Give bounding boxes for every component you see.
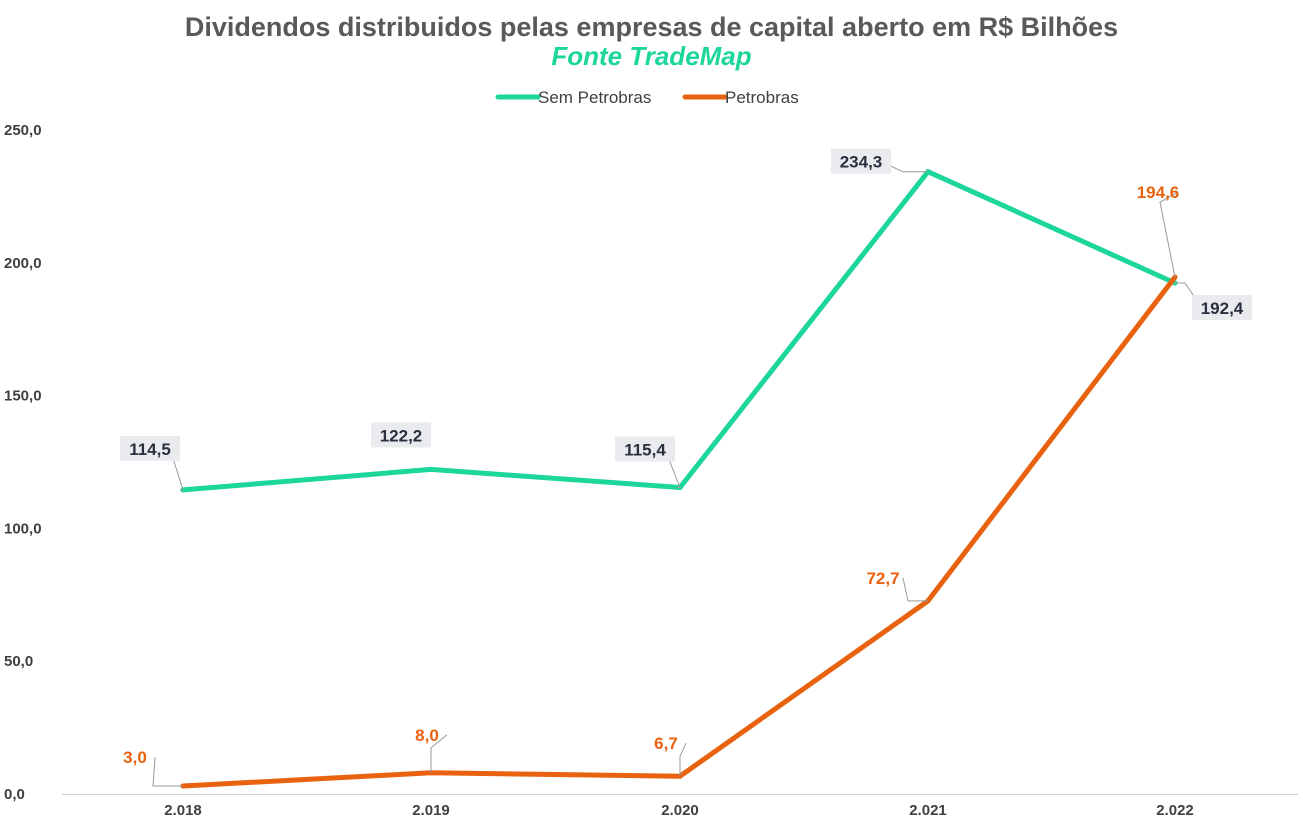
series-line [180, 274, 1178, 789]
y-tick-label: 50,0 [4, 653, 33, 670]
data-label-box [371, 422, 431, 448]
y-tick-label: 200,0 [4, 255, 42, 272]
data-label: 122,2 [380, 426, 423, 445]
x-tick-label: 2.022 [1156, 802, 1194, 819]
series-line [180, 169, 1178, 493]
series-lines [180, 169, 1178, 789]
data-label-box [831, 148, 891, 174]
chart-title: Dividendos distribuidos pelas empresas d… [184, 12, 1119, 42]
data-label-box [1192, 294, 1252, 320]
leader-line [169, 448, 184, 491]
data-label-box [120, 435, 180, 461]
data-label: 234,3 [840, 153, 883, 172]
legend-label: Sem Petrobras [538, 88, 651, 107]
data-label: 3,0 [123, 748, 147, 767]
data-label-box [615, 436, 675, 462]
x-tick-label: 2.019 [412, 802, 450, 819]
leader-line [1159, 191, 1179, 278]
leader-line [679, 742, 687, 777]
data-label: 192,4 [1201, 299, 1244, 318]
data-point [428, 466, 434, 472]
leader-line [664, 449, 681, 488]
y-tick-label: 250,0 [4, 122, 42, 139]
chart-axes: 0,0 50,0 100,0 150,0 200,0 250,0 2.018 2.019 2.0… [4, 122, 1298, 819]
leader-line [152, 756, 183, 787]
y-tick-label: 100,0 [4, 520, 42, 537]
data-label: 194,6 [1137, 183, 1180, 202]
leader-line [902, 577, 928, 602]
y-tick-label: 150,0 [4, 388, 42, 405]
legend-label: Petrobras [725, 88, 799, 107]
x-tick-label: 2.018 [164, 802, 202, 819]
data-label: 8,0 [415, 726, 439, 745]
x-tick-label: 2.020 [661, 802, 699, 819]
data-label: 6,7 [654, 734, 678, 753]
leader-line [430, 734, 448, 773]
data-labels: 114,5 122,2 115,4 234,3 192,4 3,0 8,0 6,7 72,7 19… [120, 148, 1252, 787]
data-label: 115,4 [624, 440, 666, 459]
chart-legend: Sem Petrobras Petrobras [495, 88, 799, 107]
data-label: 72,7 [866, 569, 899, 588]
x-tick-label: 2.021 [909, 802, 947, 819]
chart-subtitle: Fonte TradeMap [551, 41, 752, 71]
y-tick-label: 0,0 [4, 786, 25, 803]
data-label: 114,5 [129, 440, 171, 459]
